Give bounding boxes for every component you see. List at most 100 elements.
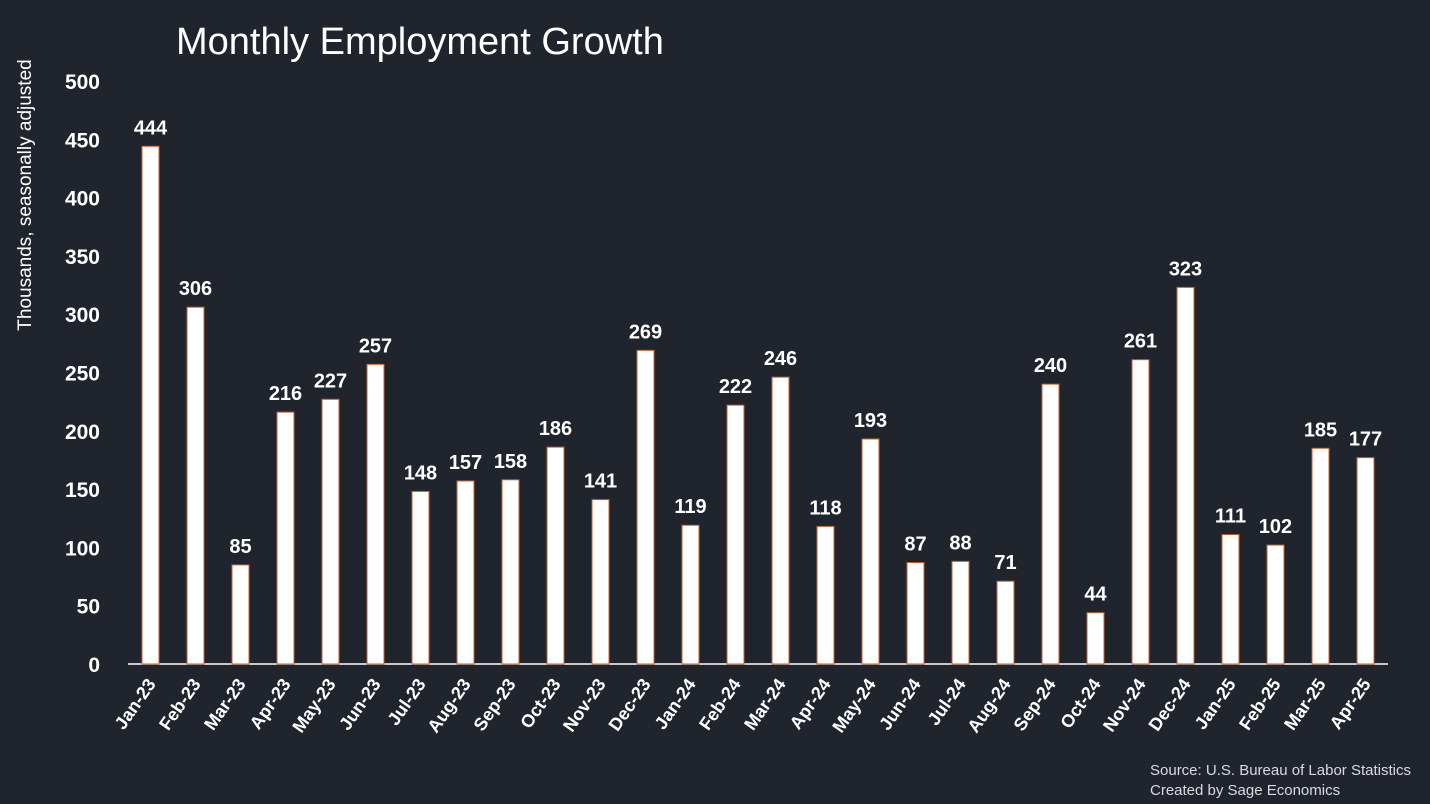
bar [951,560,970,665]
x-tick-label: Feb-23 [155,675,205,734]
credit-note: Created by Sage Economics [1150,782,1340,799]
bar [411,490,430,665]
data-label: 193 [854,410,887,432]
data-label: 102 [1259,516,1292,538]
y-tick-label: 200 [65,421,100,444]
bar [1176,286,1195,665]
bar [591,499,610,665]
bar [996,580,1015,665]
data-label: 444 [134,117,168,139]
data-label: 323 [1169,258,1202,280]
bar [1221,534,1240,665]
data-label: 119 [674,496,706,518]
data-label: 216 [269,383,302,405]
y-axis-label: Thousands, seasonally adjusted [15,59,36,330]
x-tick-label: Apr-24 [786,675,835,733]
bar [141,145,160,665]
bar [726,404,745,665]
bar [276,411,295,665]
data-label: 88 [949,532,971,554]
bar [366,363,385,665]
x-tick-label: Apr-23 [246,675,295,733]
y-tick-label: 350 [65,246,100,269]
bar [546,446,565,665]
y-tick-label: 50 [77,596,100,619]
bar [816,525,835,665]
bar [681,524,700,665]
data-label: 306 [179,278,212,300]
x-tick-label: Sep-23 [470,675,520,735]
x-tick-label: Jun-23 [335,675,385,734]
bar [1266,544,1285,665]
data-label: 222 [719,376,752,398]
data-label: 186 [539,418,572,440]
y-tick-label: 300 [65,304,100,327]
bar [861,438,880,665]
x-tick-label: Jan-25 [1191,675,1240,733]
x-tick-label: Feb-24 [695,675,745,734]
data-label: 118 [809,497,841,519]
y-tick-label: 100 [65,537,100,560]
bar [1041,383,1060,665]
data-label: 261 [1124,331,1157,353]
x-tick-label: Oct-23 [516,675,565,732]
bar [771,376,790,665]
bar-series: 444 306 85 216 227 257 148 157 158 186 141 269 119 22… [134,117,1382,665]
bar [1356,457,1375,665]
x-tick-label: Apr-25 [1326,675,1375,733]
bar [231,564,250,665]
data-label: 177 [1349,429,1382,451]
bar [906,562,925,665]
x-tick-label: Jun-24 [875,675,925,734]
data-label: 240 [1034,355,1067,377]
x-tick-label: Feb-25 [1235,675,1285,734]
bar [456,480,475,665]
x-tick-label: Dec-23 [605,675,655,735]
data-label: 111 [1215,506,1246,528]
x-tick-label: Mar-25 [1280,675,1330,734]
bar [1131,359,1150,665]
x-tick-label: Jul-24 [924,675,970,729]
x-tick-label: Sep-24 [1010,675,1060,735]
x-tick-label: May-23 [288,675,339,736]
data-label: 157 [449,452,482,474]
data-label: 71 [994,552,1016,574]
x-tick-label: Mar-24 [740,675,790,734]
y-tick-label: 0 [88,654,100,677]
data-label: 87 [904,534,926,556]
y-tick-label: 150 [65,479,100,502]
x-tick-label: Dec-24 [1145,675,1195,735]
data-label: 185 [1304,419,1337,441]
y-axis: 0 50 100 150 200 250 300 350 400 450 500 [65,71,100,677]
data-label: 227 [314,370,347,392]
source-note: Source: U.S. Bureau of Labor Statistics [1150,762,1411,779]
data-label: 85 [229,536,251,558]
data-label: 257 [359,335,392,357]
x-tick-label: Jul-23 [384,675,430,729]
data-label: 44 [1084,584,1107,606]
bar [1311,447,1330,665]
x-tick-label: Nov-24 [1099,675,1150,736]
chart-title: Monthly Employment Growth [176,21,664,63]
x-tick-label: Jan-23 [111,675,160,733]
x-tick-label: May-24 [828,675,879,736]
bar [501,479,520,665]
bar [186,306,205,665]
y-tick-label: 250 [65,363,100,386]
x-tick-label: Mar-23 [200,675,250,734]
x-tick-label: Aug-23 [423,675,474,736]
y-tick-label: 400 [65,188,100,211]
data-label: 148 [404,462,437,484]
data-label: 141 [584,471,617,493]
bar [1086,612,1105,665]
x-tick-label: Aug-24 [963,675,1014,736]
x-tick-label: Jan-24 [651,675,700,733]
y-tick-label: 500 [65,71,100,94]
x-axis: Jan-23Feb-23Mar-23Apr-23May-23Jun-23Jul-… [111,675,1375,736]
bar [321,398,340,665]
bar [636,349,655,665]
x-tick-label: Oct-24 [1056,675,1105,732]
y-tick-label: 450 [65,129,100,152]
